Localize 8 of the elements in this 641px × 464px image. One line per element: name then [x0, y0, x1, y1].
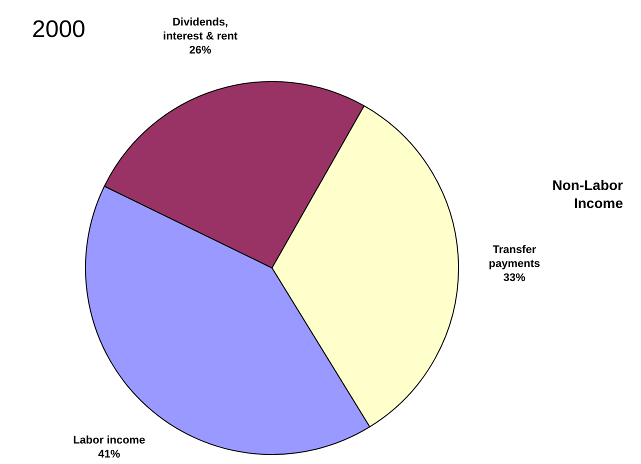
- slice-label: Transfer payments: [488, 244, 540, 270]
- chart-title: 2000: [32, 16, 86, 44]
- slice-label: Dividends, interest & rent: [163, 16, 238, 42]
- slice-label: Labor income: [73, 434, 146, 447]
- text: Non-Labor Income: [551, 176, 623, 212]
- data-label: 26%: [189, 44, 212, 56]
- data-label: 41%: [98, 448, 120, 461]
- data-label: 33%: [503, 272, 526, 284]
